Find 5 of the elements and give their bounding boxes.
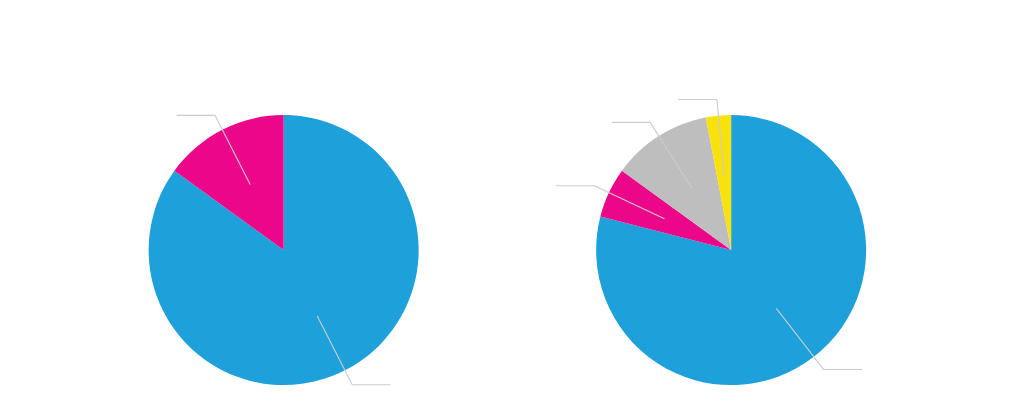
pie-slice (621, 117, 732, 251)
pie-slice (148, 115, 419, 386)
pie-slice (596, 115, 867, 386)
pie-slice (600, 170, 732, 251)
pie-slice (174, 115, 284, 251)
